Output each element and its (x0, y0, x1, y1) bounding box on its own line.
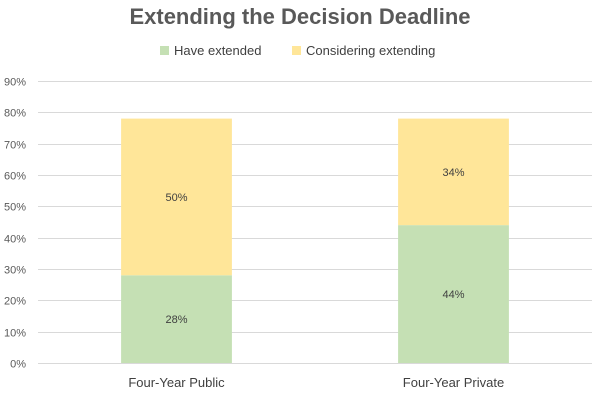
legend-label-have-extended: Have extended (174, 43, 261, 58)
y-tick-label: 70% (4, 140, 26, 152)
y-tick-label: 50% (4, 202, 26, 214)
data-label-considering-extending: 50% (165, 192, 187, 204)
bars (121, 118, 509, 363)
legend: Have extended Considering extending (160, 43, 435, 58)
legend-label-considering-extending: Considering extending (306, 43, 435, 58)
y-axis-ticks: 0% 10% 20% 30% 40% 50% 60% 70% 80% 90% (4, 77, 26, 371)
y-tick-label: 30% (4, 265, 26, 277)
x-category-label: Four-Year Private (403, 375, 504, 390)
x-category-label: Four-Year Public (128, 375, 225, 390)
y-tick-label: 60% (4, 171, 26, 183)
legend-swatch-have-extended (160, 46, 169, 55)
data-labels: 28% 50% 44% 34% (165, 167, 464, 326)
y-tick-label: 40% (4, 234, 26, 246)
x-axis-categories: Four-Year Public Four-Year Private (128, 375, 504, 390)
y-tick-label: 80% (4, 108, 26, 120)
data-label-have-extended: 28% (165, 314, 187, 326)
chart-title: Extending the Decision Deadline (129, 4, 470, 29)
legend-swatch-considering-extending (292, 46, 301, 55)
bar-have-extended (121, 275, 232, 363)
bar-have-extended (398, 225, 509, 363)
y-tick-label: 90% (4, 77, 26, 89)
bar-considering-extending (398, 118, 509, 226)
data-label-considering-extending: 34% (442, 167, 464, 179)
bar-considering-extending (121, 118, 232, 276)
data-label-have-extended: 44% (442, 289, 464, 301)
y-tick-label: 20% (4, 296, 26, 308)
y-tick-label: 0% (10, 359, 26, 371)
y-tick-label: 10% (4, 328, 26, 340)
